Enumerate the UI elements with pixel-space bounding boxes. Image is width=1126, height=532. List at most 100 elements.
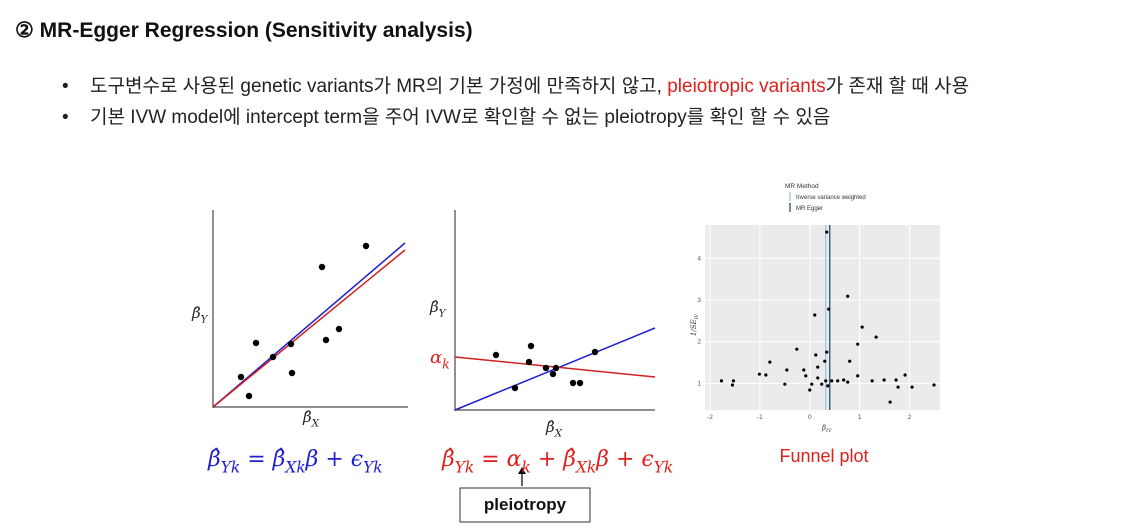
point xyxy=(836,379,840,383)
symbol: + xyxy=(531,447,563,472)
callout-text: pleiotropy xyxy=(484,495,567,514)
point xyxy=(860,325,864,329)
point xyxy=(846,294,850,298)
point xyxy=(888,400,892,404)
point xyxy=(894,378,898,382)
highlight: pleiotropic variants xyxy=(667,76,826,97)
math-text: β̂X xyxy=(302,408,320,430)
plot-panel xyxy=(705,225,940,410)
x-tick-label: -2 xyxy=(707,414,713,421)
point xyxy=(795,347,799,351)
symbol: α xyxy=(507,447,522,472)
symbol: β̂ xyxy=(429,298,439,316)
point xyxy=(825,230,829,234)
point xyxy=(842,378,846,382)
point xyxy=(730,383,735,387)
subscript: Yk xyxy=(221,459,241,477)
point xyxy=(825,350,829,354)
y-tick-label: 4 xyxy=(697,255,701,262)
point xyxy=(882,378,886,382)
point xyxy=(824,379,828,383)
legend-label: MR Egger xyxy=(796,206,823,212)
math-text: β̂Yk = β̂Xkβ + ϵYk xyxy=(207,447,383,477)
x-tick-label: 0 xyxy=(808,414,812,421)
point xyxy=(785,368,789,372)
symbol: β̂ xyxy=(562,447,576,472)
point xyxy=(896,385,900,389)
point xyxy=(826,384,830,388)
text: 도구변수로 사용된 genetic variants가 MR의 기본 가정에 만… xyxy=(90,76,668,97)
subscript: k xyxy=(442,356,450,371)
point xyxy=(814,353,818,357)
subscript: Yk xyxy=(654,459,674,477)
arrow-head xyxy=(518,467,526,474)
point xyxy=(823,359,827,363)
bullet: 기본 IVW model에 intercept term을 주어 IVW로 확인… xyxy=(62,106,1072,130)
point xyxy=(846,380,850,384)
point xyxy=(874,335,878,339)
symbol: β̂ xyxy=(207,447,221,472)
x-tick-label: -1 xyxy=(757,414,763,421)
egger-line xyxy=(212,249,406,408)
point xyxy=(813,313,817,317)
point xyxy=(827,307,831,311)
legend-title: MR Method xyxy=(785,183,819,190)
point xyxy=(719,379,724,383)
point xyxy=(856,374,860,378)
symbol: β̂ xyxy=(545,418,555,436)
point xyxy=(848,359,852,363)
slide-title: ② MR-Egger Regression (Sensitivity analy… xyxy=(15,19,473,42)
y-tick-label: 2 xyxy=(697,339,701,346)
symbol: = xyxy=(474,447,506,472)
symbol: β̂ xyxy=(191,304,201,322)
point xyxy=(856,342,860,346)
point xyxy=(830,379,834,383)
math-text: 1/SEIV xyxy=(690,313,700,336)
x-tick-label: 2 xyxy=(908,414,912,421)
subscript: Y xyxy=(201,314,209,326)
symbol: 1/SE xyxy=(690,319,698,336)
subscript: k xyxy=(522,459,531,477)
subscript: Xk xyxy=(284,459,305,477)
symbol: β̂ xyxy=(272,447,286,472)
math-text: β̂Y xyxy=(191,304,209,326)
point xyxy=(768,360,772,364)
subscript: Yk xyxy=(455,459,475,477)
symbol: ϵ xyxy=(351,447,363,472)
bullet: 도구변수로 사용된 genetic variants가 MR의 기본 가정에 만… xyxy=(62,75,1072,99)
subscript: Xk xyxy=(575,459,596,477)
symbol: β + xyxy=(595,447,641,472)
legend-label: Inverse variance weighted xyxy=(796,195,866,201)
symbol: ϵ xyxy=(641,447,653,472)
caption: Funnel plot xyxy=(779,446,868,466)
subscript: IV xyxy=(694,313,700,320)
math-text: β̂Y xyxy=(429,298,447,320)
point xyxy=(870,379,874,383)
point xyxy=(764,373,768,377)
symbol: β̂ xyxy=(302,408,312,426)
point xyxy=(804,374,808,378)
point xyxy=(731,379,736,383)
point xyxy=(757,372,761,376)
symbol: β + xyxy=(305,447,351,472)
subscript: X xyxy=(311,418,320,430)
point xyxy=(810,382,814,386)
subscript: Yk xyxy=(363,459,383,477)
point xyxy=(820,382,824,386)
symbol: = xyxy=(240,447,272,472)
math-text: β̂X xyxy=(545,418,563,440)
y-tick-label: 3 xyxy=(697,297,701,304)
callout-box xyxy=(459,487,591,523)
symbol: β xyxy=(821,424,826,432)
ivw-line xyxy=(212,242,406,408)
x-tick-label: 1 xyxy=(858,414,862,421)
point xyxy=(783,382,787,386)
math-text: βIV xyxy=(821,424,832,434)
point xyxy=(932,383,936,387)
text: 기본 IVW model에 intercept term을 주어 IVW로 확인… xyxy=(90,107,831,128)
scatter-points xyxy=(492,342,599,392)
point xyxy=(903,373,907,377)
math-text: β̂Yk = αk + β̂Xkβ + ϵYk xyxy=(441,447,673,477)
symbol: α xyxy=(430,347,442,368)
